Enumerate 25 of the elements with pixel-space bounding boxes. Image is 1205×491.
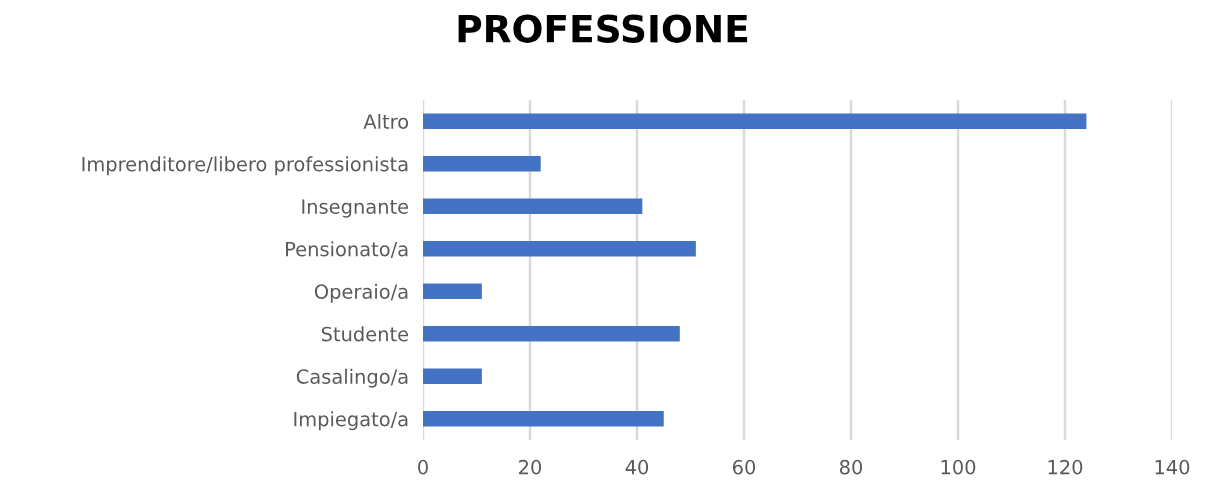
y-tick-label: Casalingo/a (296, 368, 408, 388)
y-tick-label: Imprenditore/libero professionista (82, 156, 408, 176)
x-tick-label: 60 (732, 459, 756, 475)
bar (423, 368, 482, 384)
x-tick-label: 80 (839, 459, 863, 475)
bar (423, 113, 1087, 129)
x-tick-label: 120 (1048, 459, 1083, 475)
chart-title: PROFESSIONE (458, 14, 748, 43)
bar (423, 326, 680, 342)
bar (423, 283, 482, 299)
y-tick-label: Altro (363, 113, 409, 129)
y-tick-label: Operaio/a (314, 283, 408, 303)
y-tick-label: Impiegato/a (294, 411, 408, 431)
x-tick-label: 20 (519, 459, 542, 475)
x-tick-label: 140 (1155, 459, 1190, 475)
x-tick-label: 40 (625, 459, 649, 475)
bar (423, 241, 696, 257)
bar (423, 411, 664, 427)
bar (423, 198, 643, 214)
y-tick-label: Insegnante (302, 199, 409, 218)
x-tick-label: 100 (941, 459, 976, 475)
y-tick-label: Studente (321, 326, 409, 342)
y-tick-label: Pensionato/a (286, 241, 408, 258)
x-tick-label: 0 (418, 459, 428, 475)
bar (423, 156, 541, 172)
